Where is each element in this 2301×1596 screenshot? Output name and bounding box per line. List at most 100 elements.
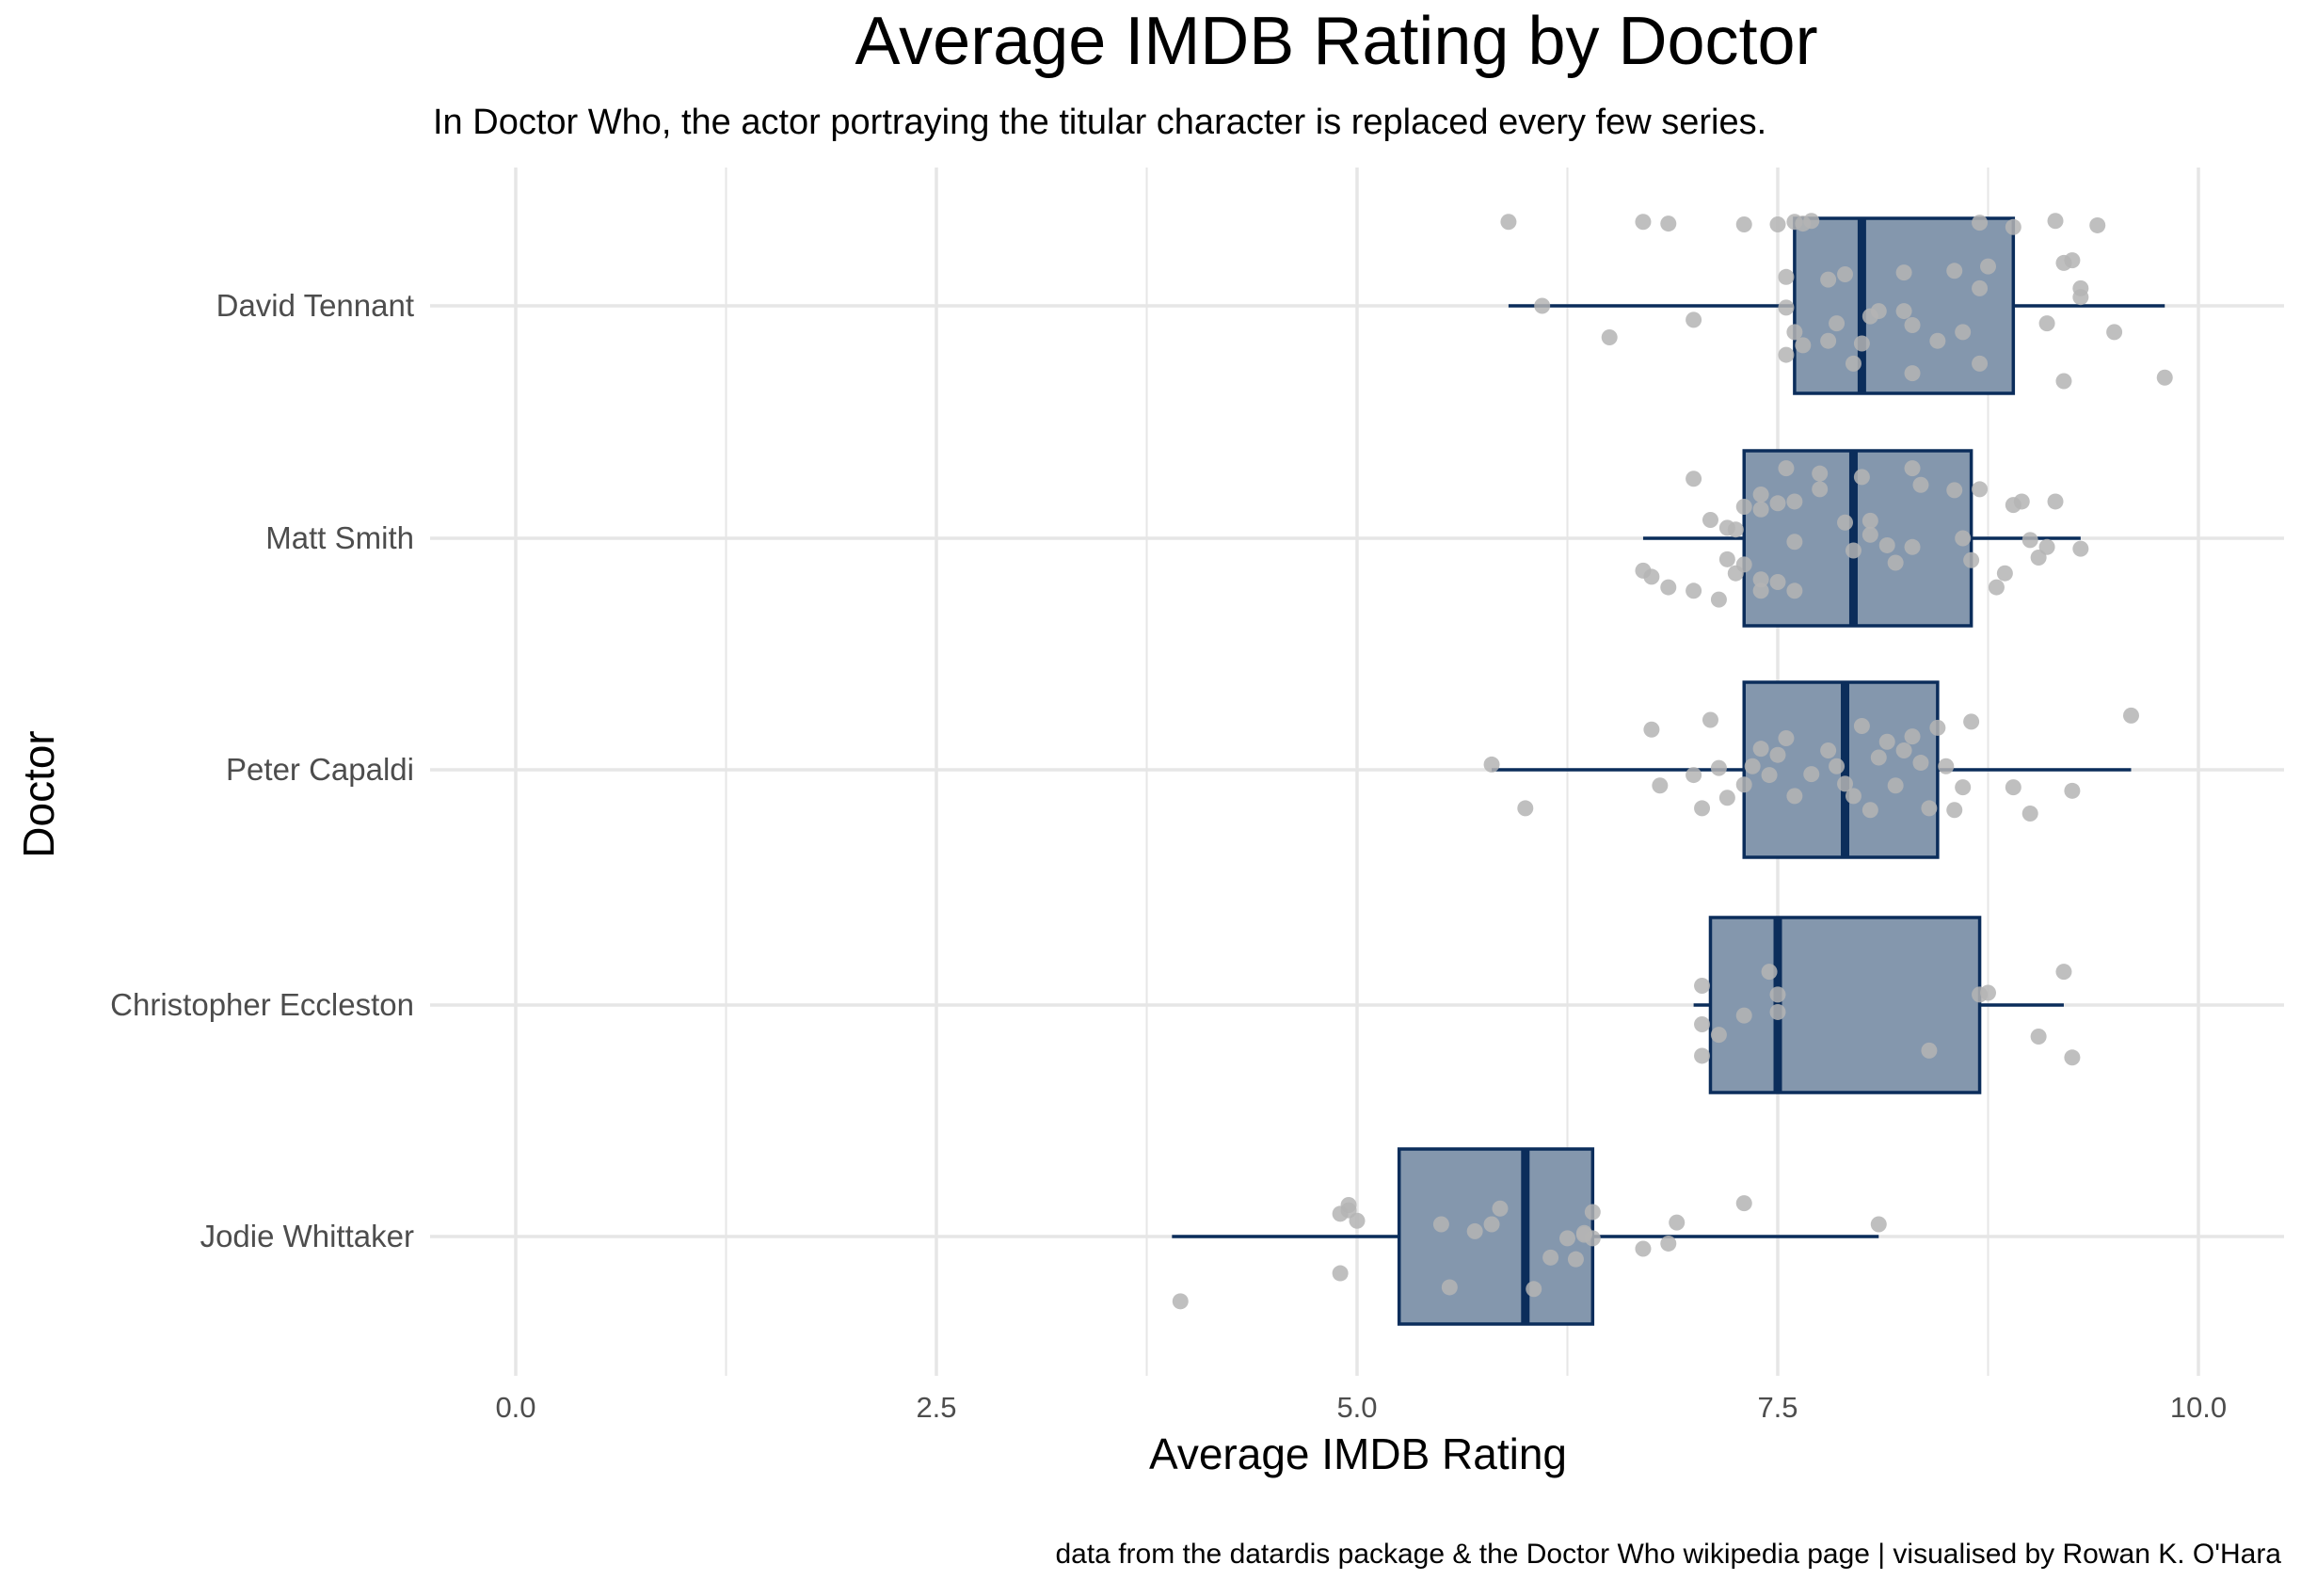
data-point <box>2030 549 2047 566</box>
data-point <box>1517 800 1534 817</box>
data-point <box>1752 501 1769 518</box>
data-point <box>2030 1028 2047 1045</box>
y-tick-label: Christopher Eccleston <box>110 987 414 1022</box>
data-point <box>1769 746 1786 763</box>
data-point <box>1820 332 1837 349</box>
data-point <box>1845 788 1862 805</box>
x-axis-label: Average IMDB Rating <box>1149 1429 1567 1478</box>
data-point <box>1912 476 1929 493</box>
data-point <box>1988 579 2005 596</box>
data-point <box>2055 373 2072 390</box>
axis-layer: 0.0 2.5 5.0 7.5 10.0 David Tennant Matt Smith P… <box>110 288 2227 1424</box>
data-point <box>1172 1293 1189 1310</box>
data-point <box>1694 1047 1711 1064</box>
data-point <box>1660 215 1677 232</box>
data-point <box>1963 551 1980 568</box>
data-point <box>1694 800 1711 817</box>
data-point <box>1786 493 1803 510</box>
data-point <box>1635 1240 1652 1257</box>
data-point <box>1769 495 1786 512</box>
data-point <box>1946 802 1963 819</box>
data-point <box>1483 756 1500 773</box>
data-point <box>1972 215 1989 231</box>
data-point <box>1778 346 1795 363</box>
data-point <box>1996 565 2013 582</box>
data-point <box>1769 574 1786 590</box>
x-tick-label: 0.0 <box>495 1391 535 1424</box>
data-point <box>1972 279 1989 296</box>
data-point <box>1727 565 1744 582</box>
data-point <box>1904 460 1921 477</box>
data-point <box>1660 1235 1677 1252</box>
data-point <box>1340 1197 1357 1214</box>
data-point <box>1559 1230 1575 1247</box>
data-point <box>1845 355 1862 372</box>
data-point <box>1972 355 1989 372</box>
data-point <box>1878 733 1895 750</box>
data-point <box>1870 1216 1887 1233</box>
box <box>1708 916 1982 1094</box>
data-point <box>1643 568 1660 585</box>
point-layer <box>1172 213 2173 1310</box>
data-point <box>1710 591 1727 608</box>
data-point <box>1686 767 1702 784</box>
data-point <box>1786 788 1803 805</box>
data-point <box>2021 806 2038 822</box>
data-point <box>1752 571 1769 588</box>
data-point <box>1652 777 1669 794</box>
data-point <box>1895 303 1912 320</box>
data-point <box>1492 1200 1509 1217</box>
data-point <box>1829 315 1846 332</box>
chart-caption: data from the datardis package & the Doc… <box>1055 1539 2281 1570</box>
data-point <box>1694 1015 1711 1032</box>
data-point <box>1837 266 1854 283</box>
data-point <box>1786 534 1803 551</box>
data-point <box>1761 767 1778 784</box>
data-point <box>1584 1230 1601 1247</box>
chart-title: Average IMDB Rating by Doctor <box>855 4 1817 79</box>
data-point <box>1466 1222 1483 1239</box>
data-point <box>2047 213 2064 230</box>
data-point <box>1895 742 1912 759</box>
x-tick-label: 7.5 <box>1757 1391 1798 1424</box>
data-point <box>1786 583 1803 599</box>
data-point <box>1912 755 1929 772</box>
data-point <box>1761 964 1778 981</box>
data-point <box>1643 721 1660 738</box>
data-point <box>2064 252 2081 269</box>
data-point <box>2005 218 2021 235</box>
data-point <box>1862 802 1878 819</box>
data-point <box>1735 1007 1752 1024</box>
y-tick-label: Jodie Whittaker <box>200 1219 414 1253</box>
data-point <box>2055 964 2072 981</box>
data-point <box>2038 315 2055 332</box>
x-tick-label: 2.5 <box>916 1391 956 1424</box>
data-point <box>2089 216 2106 233</box>
data-point <box>1694 978 1711 995</box>
data-point <box>1778 268 1795 285</box>
data-point <box>1686 583 1702 599</box>
data-point <box>1778 299 1795 316</box>
data-point <box>1769 1003 1786 1020</box>
data-point <box>1845 542 1862 559</box>
x-tick-label: 10.0 <box>2170 1391 2227 1424</box>
data-point <box>1862 512 1878 529</box>
y-tick-label: Matt Smith <box>265 520 414 555</box>
data-point <box>1955 324 1972 341</box>
data-point <box>1441 1279 1458 1296</box>
data-point <box>1955 779 1972 796</box>
data-point <box>1955 530 1972 547</box>
data-point <box>1735 216 1752 233</box>
data-point <box>1812 465 1829 482</box>
data-point <box>1853 335 1870 352</box>
data-point <box>1904 316 1921 333</box>
data-point <box>1542 1249 1559 1266</box>
y-tick-label: Peter Capaldi <box>226 752 414 787</box>
data-point <box>2122 707 2139 724</box>
data-point <box>2064 782 2081 799</box>
data-point <box>1432 1216 1449 1233</box>
data-point <box>1702 511 1718 528</box>
data-point <box>1980 258 1996 275</box>
data-point <box>1870 749 1887 766</box>
